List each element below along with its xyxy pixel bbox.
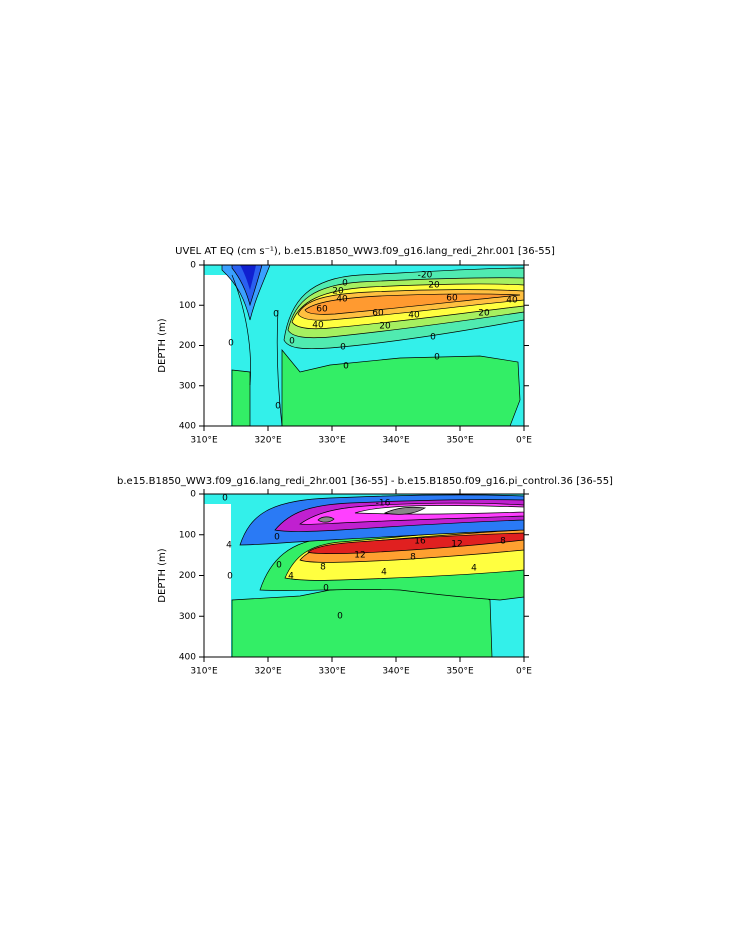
y-tick-label: 400	[179, 653, 196, 663]
contour-label: 40	[336, 295, 348, 305]
contour-label: 4	[226, 541, 232, 551]
x-tick-label: 350°E	[446, 436, 474, 446]
contour-label: 4	[471, 564, 477, 574]
x-tick-label: 330°E	[318, 667, 346, 677]
x-tick-label: 340°E	[382, 436, 410, 446]
contour-label: 0	[434, 353, 440, 363]
contour-label: 40	[312, 321, 324, 331]
contour-label: 8	[500, 537, 506, 547]
contour-label: 0	[222, 494, 228, 504]
x-tick-label: 350°E	[446, 667, 474, 677]
contour-label: 16	[414, 537, 426, 547]
y-tick-label: 400	[179, 422, 196, 432]
chart-title: b.e15.B1850_WW3.f09_g16.lang_redi_2hr.00…	[117, 476, 613, 487]
contour-fill	[204, 265, 524, 426]
contour-label: -20	[418, 271, 433, 281]
contour-label: 0	[340, 343, 346, 353]
contour-label: 0	[228, 339, 234, 349]
x-tick-label: 320°E	[254, 667, 282, 677]
contour-label: 0	[274, 533, 280, 543]
contour-label: 4	[381, 568, 387, 578]
contour-fill	[204, 494, 524, 657]
x-tick-label: 310°E	[190, 436, 218, 446]
y-tick-label: 300	[179, 381, 196, 391]
contour-label: 40	[506, 296, 518, 306]
contour-label: 12	[451, 540, 462, 550]
contour-label: 20	[428, 281, 440, 291]
contour-label: 8	[320, 563, 326, 573]
y-axis-label: DEPTH (m)	[157, 318, 168, 372]
y-tick-label: 300	[179, 612, 196, 622]
contour-label: 0	[275, 402, 281, 412]
contour-label: 0	[289, 337, 295, 347]
contour-label: 0	[323, 584, 329, 594]
contour-label: 8	[410, 553, 416, 563]
y-axis-label: DEPTH (m)	[157, 548, 168, 602]
contour-label: 40	[408, 311, 420, 321]
x-tick-label: 320°E	[254, 436, 282, 446]
contour-label: 0	[343, 362, 349, 372]
x-tick-label: 340°E	[382, 667, 410, 677]
contour-label: 0	[430, 333, 436, 343]
contour-label: 60	[316, 305, 328, 315]
contour-label: -16	[376, 499, 391, 509]
contour-label: 60	[372, 309, 384, 319]
contour-label: 0	[342, 279, 348, 289]
contour-label: 12	[354, 551, 365, 561]
contour-label: 0	[227, 572, 233, 582]
x-tick-label: 310°E	[190, 667, 218, 677]
y-tick-label: 200	[179, 341, 196, 351]
contour-label: 4	[288, 572, 294, 582]
x-tick-label: 0°E	[516, 667, 532, 677]
y-tick-label: 200	[179, 571, 196, 581]
contour-label: 0	[337, 612, 343, 622]
contour-label: 60	[446, 294, 458, 304]
x-tick-label: 0°E	[516, 436, 532, 446]
contour-label: 0	[273, 310, 279, 320]
contour-label: 20	[478, 309, 490, 319]
y-tick-label: 0	[190, 261, 196, 271]
chart-title: UVEL AT EQ (cm s⁻¹), b.e15.B1850_WW3.f09…	[175, 246, 555, 257]
contour-label: 20	[379, 322, 391, 332]
y-tick-label: 0	[190, 490, 196, 500]
x-tick-label: 330°E	[318, 436, 346, 446]
contour-label: 20	[332, 287, 344, 297]
contour-label: 0	[276, 561, 282, 571]
y-tick-label: 100	[179, 301, 196, 311]
y-tick-label: 100	[179, 530, 196, 540]
